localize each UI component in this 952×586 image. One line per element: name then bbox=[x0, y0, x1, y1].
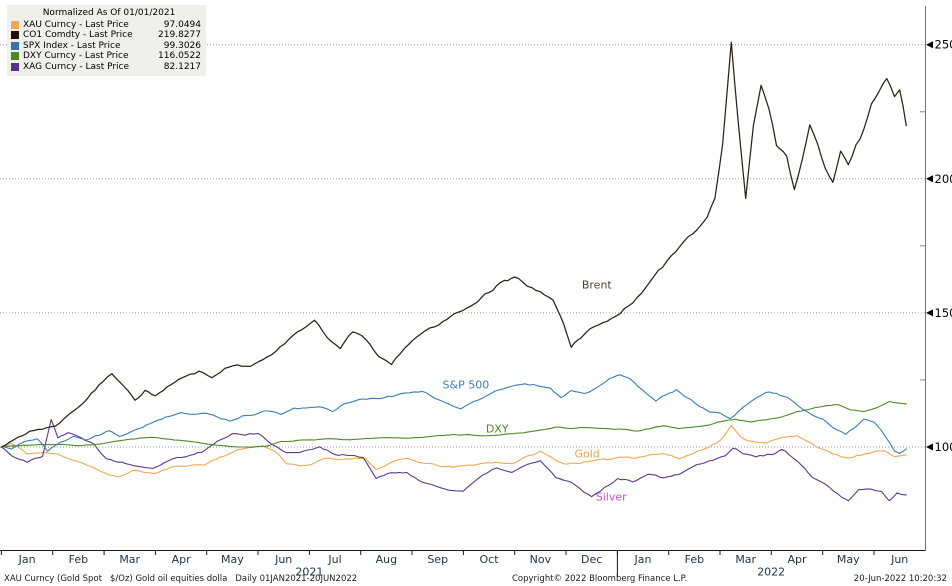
series-label-brent: Brent bbox=[582, 279, 613, 292]
series-line-spx bbox=[0, 374, 907, 454]
x-axis-month-label: Feb bbox=[69, 553, 88, 566]
legend-item-label: XAG Curncy - Last Price bbox=[23, 61, 130, 72]
legend-item-co1[interactable]: CO1 Comdty - Last Price 219.8277 bbox=[11, 30, 201, 41]
x-axis-month-label: Jan bbox=[634, 553, 652, 566]
legend-item-value: 97.0494 bbox=[163, 19, 201, 30]
legend-item-value: 82.1217 bbox=[163, 61, 201, 72]
legend-item-xag[interactable]: XAG Curncy - Last Price 82.1217 bbox=[11, 62, 201, 73]
x-axis-month-label: May bbox=[221, 553, 244, 566]
series-swatch-xau bbox=[11, 20, 19, 29]
series-label-gold: Gold bbox=[574, 448, 599, 461]
legend-item-dxy[interactable]: DXY Curncy - Last Price 116.0522 bbox=[11, 51, 201, 62]
x-axis-month-label: Dec bbox=[581, 553, 602, 566]
legend-item-label: CO1 Comdty - Last Price bbox=[23, 30, 133, 40]
y-axis-label: 100 bbox=[935, 440, 952, 454]
footer-copyright: Copyright© 2022 Bloomberg Finance L.P. bbox=[512, 574, 688, 584]
series-swatch-xag bbox=[11, 62, 19, 71]
series-line-co1 bbox=[0, 41, 907, 448]
series-label-dxy: DXY bbox=[486, 423, 509, 436]
legend-item-xau[interactable]: XAU Curncy - Last Price 97.0494 bbox=[11, 20, 201, 31]
chart-legend: Normalized As Of 01/01/2021 XAU Curncy -… bbox=[7, 5, 206, 76]
x-axis-month-label: May bbox=[837, 553, 860, 566]
y-axis-label: 150 bbox=[935, 306, 952, 320]
x-axis-month-label: Nov bbox=[530, 553, 552, 566]
legend-item-label: SPX Index - Last Price bbox=[23, 40, 121, 51]
series-label-silver: Silver bbox=[596, 491, 627, 504]
footer-chart-description: XAU Curncy (Gold Spot $/Oz) Gold oil equ… bbox=[4, 574, 358, 584]
legend-item-value: 219.8277 bbox=[158, 30, 201, 40]
y-axis-tick-arrow bbox=[926, 41, 933, 49]
series-line-xag bbox=[0, 418, 907, 502]
series-line-dxy bbox=[0, 400, 907, 448]
y-axis-label: 250 bbox=[935, 38, 952, 52]
y-axis-tick-arrow bbox=[926, 175, 933, 183]
legend-item-spx[interactable]: SPX Index - Last Price 99.3026 bbox=[11, 41, 201, 52]
legend-item-value: 99.3026 bbox=[163, 40, 201, 51]
series-label-s-p-500: S&P 500 bbox=[443, 379, 490, 392]
series-swatch-spx bbox=[11, 41, 19, 50]
x-axis-month-label: Jun bbox=[890, 553, 908, 566]
legend-title: Normalized As Of 01/01/2021 bbox=[42, 8, 176, 18]
x-axis-month-label: Apr bbox=[787, 553, 807, 566]
legend-item-label: DXY Curncy - Last Price bbox=[23, 51, 129, 61]
x-axis-month-label: Mar bbox=[119, 553, 140, 566]
x-axis-month-label: Mar bbox=[735, 553, 756, 566]
series-swatch-dxy bbox=[11, 52, 19, 61]
legend-item-value: 116.0522 bbox=[158, 51, 201, 61]
x-axis-year-label: 2021 bbox=[295, 566, 323, 579]
x-axis-year-label: 2022 bbox=[757, 566, 785, 579]
x-axis-month-label: Aug bbox=[376, 553, 397, 566]
x-axis-month-label: Sep bbox=[427, 553, 448, 566]
x-axis-month-label: Feb bbox=[685, 553, 704, 566]
y-axis-tick-arrow bbox=[926, 309, 933, 317]
y-axis-tick-arrow bbox=[926, 443, 933, 451]
series-swatch-co1 bbox=[11, 31, 19, 40]
y-axis-label: 200 bbox=[935, 172, 952, 186]
x-axis-month-label: Oct bbox=[479, 553, 499, 566]
series-line-xau bbox=[0, 424, 907, 478]
x-axis-month-label: Jun bbox=[274, 553, 292, 566]
legend-item-label: XAU Curncy - Last Price bbox=[23, 19, 129, 30]
x-axis-month-label: Jan bbox=[18, 553, 36, 566]
x-axis-month-label: Apr bbox=[172, 553, 192, 566]
footer-timestamp: 20-Jun-2022 10:20:32 bbox=[853, 574, 947, 584]
x-axis-month-label: Jul bbox=[327, 553, 341, 566]
